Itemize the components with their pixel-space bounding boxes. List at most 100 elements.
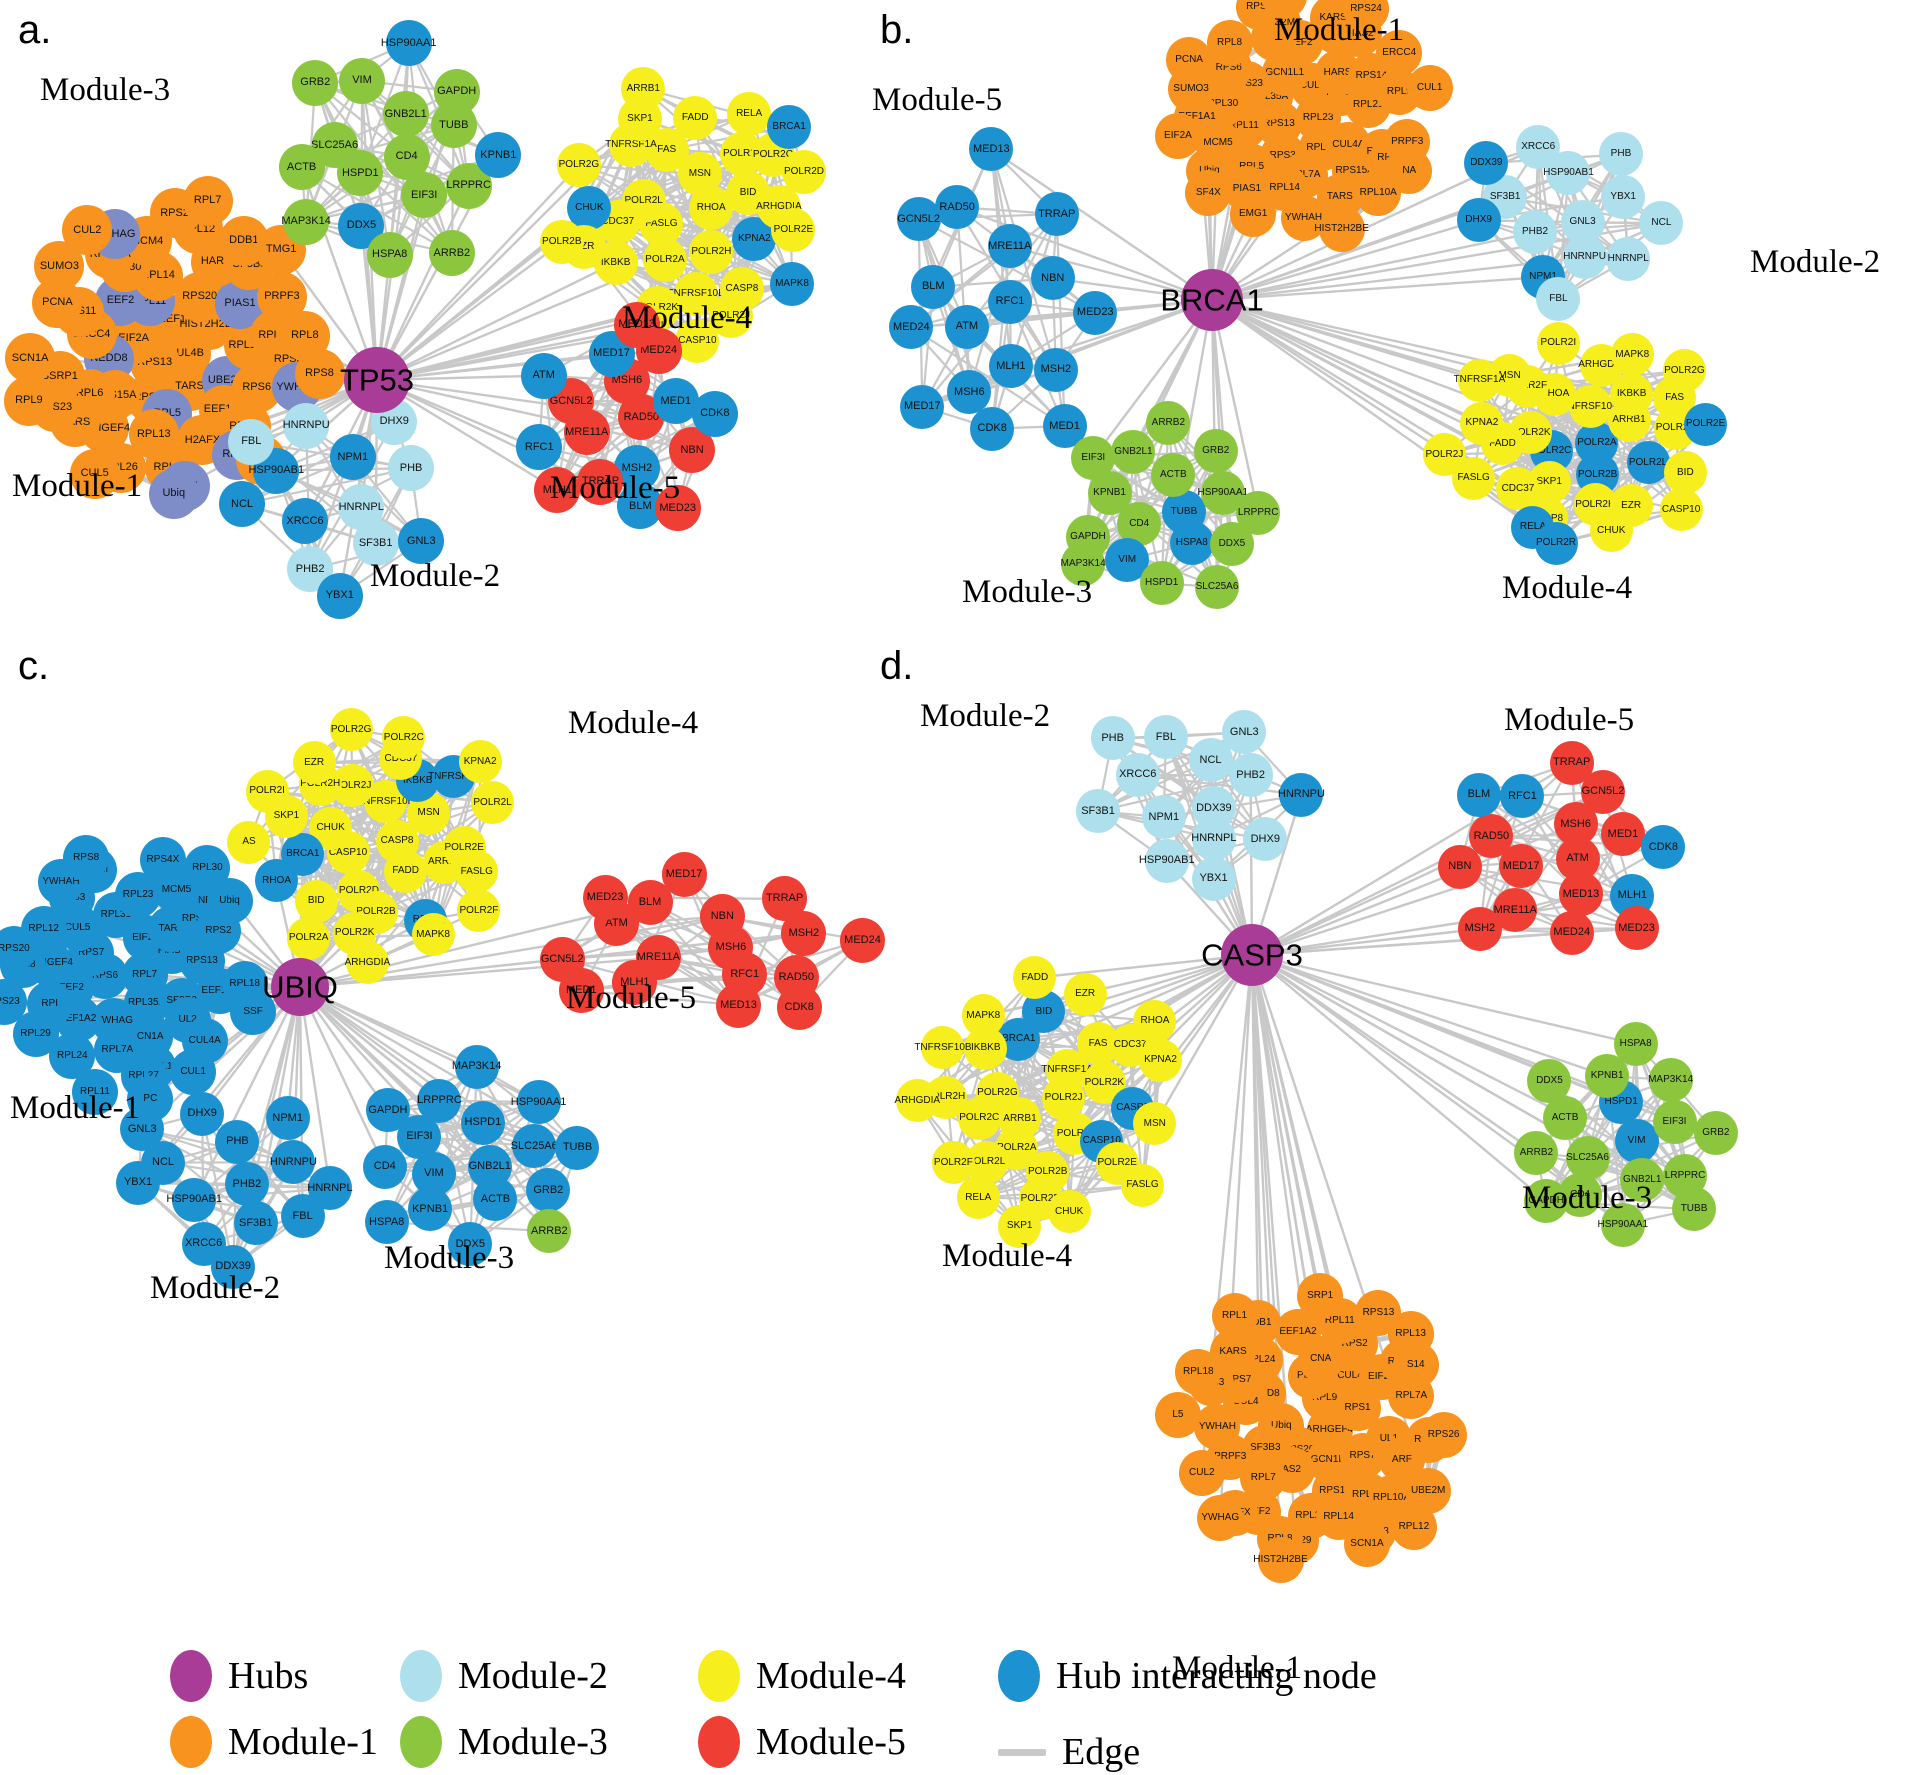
network-node[interactable]: FBL — [228, 418, 275, 465]
network-node[interactable]: RPS26 — [1420, 1412, 1467, 1459]
network-node[interactable]: YBX1 — [1191, 856, 1236, 901]
network-node[interactable]: SRP1 — [1297, 1272, 1344, 1319]
network-node[interactable]: RPL8 — [1206, 19, 1253, 66]
network-node[interactable]: MED23 — [582, 874, 628, 920]
network-node[interactable]: POLR2A — [642, 238, 687, 282]
network-node[interactable]: EIF3I — [1652, 1099, 1697, 1144]
network-node[interactable]: HNRNPU — [1278, 772, 1325, 817]
network-node[interactable]: KPNA2 — [1139, 1038, 1182, 1082]
network-node[interactable]: RAD50 — [935, 185, 980, 230]
network-node[interactable]: HSPA8 — [366, 231, 413, 278]
network-node[interactable]: PCNA — [1166, 36, 1213, 83]
network-node[interactable]: MED23 — [1073, 290, 1118, 335]
network-node[interactable]: L5 — [1154, 1392, 1201, 1439]
network-node[interactable]: AS — [227, 820, 271, 864]
network-node[interactable]: MED17 — [661, 851, 707, 897]
network-node[interactable]: BID — [294, 879, 338, 923]
network-node[interactable]: RPS4X — [139, 837, 186, 884]
network-node[interactable]: RPL13 — [1387, 1310, 1434, 1357]
network-node[interactable]: XRCC6 — [282, 498, 329, 545]
network-node[interactable]: NCL — [219, 481, 266, 528]
network-node[interactable]: TRRAP — [1549, 740, 1594, 785]
network-node[interactable]: PHB — [215, 1119, 260, 1164]
network-node[interactable]: MAPK8 — [411, 913, 455, 957]
network-node[interactable]: YBX1 — [316, 572, 363, 619]
network-node[interactable]: RELA — [727, 91, 772, 136]
network-node[interactable]: FBL — [1536, 276, 1581, 321]
network-node[interactable]: EIF2A — [1154, 112, 1201, 159]
network-node[interactable]: POLR2G — [1662, 349, 1706, 393]
network-node[interactable]: NPM1 — [265, 1096, 310, 1141]
network-node[interactable]: GCN5L2 — [896, 197, 941, 242]
network-node[interactable]: LRPPRC — [1236, 490, 1281, 535]
network-node[interactable]: YBX1 — [1601, 174, 1646, 219]
network-node[interactable]: MRE11A — [987, 224, 1032, 269]
network-node[interactable]: ARHGDIA — [345, 941, 390, 985]
network-node[interactable]: RPS8 — [294, 348, 345, 399]
network-node[interactable]: YWHAG — [1197, 1494, 1244, 1541]
network-node[interactable]: ATM — [944, 304, 989, 349]
network-node[interactable]: HNRNPL — [307, 1166, 353, 1211]
network-node[interactable]: MAPK8 — [1610, 333, 1654, 377]
network-node[interactable]: MED13 — [716, 982, 761, 1028]
network-node[interactable]: CHUK — [1589, 509, 1633, 553]
network-node[interactable]: YWHAH — [1194, 1403, 1241, 1450]
network-node[interactable]: RPL12 — [1390, 1504, 1437, 1551]
network-node[interactable]: MED24 — [1549, 910, 1594, 955]
network-node[interactable]: ARHGDIA — [894, 1079, 940, 1123]
network-node[interactable]: HIST2H2BE — [1253, 1536, 1308, 1583]
network-node[interactable]: DHX9 — [1456, 198, 1501, 243]
network-node[interactable]: PHB2 — [1228, 753, 1273, 798]
network-node[interactable]: POLR2G — [556, 143, 601, 188]
network-node[interactable]: NBN — [1030, 256, 1075, 301]
network-node[interactable]: FASLG — [1121, 1163, 1164, 1207]
network-node[interactable]: Ubiq — [148, 468, 199, 519]
network-node[interactable]: PHB2 — [224, 1162, 269, 1207]
network-node[interactable]: BLM — [911, 264, 956, 309]
network-node[interactable]: CDK8 — [970, 406, 1015, 451]
network-node[interactable]: GRB2 — [1693, 1111, 1738, 1156]
network-node[interactable]: RPL7 — [182, 175, 233, 226]
network-node[interactable]: GNB2L1 — [382, 91, 429, 138]
network-node[interactable]: HNRNPU — [283, 402, 330, 449]
network-node[interactable]: YBX1 — [116, 1160, 161, 1205]
hub-node[interactable]: CASP3 — [1201, 924, 1303, 986]
network-node[interactable]: RPL1 — [1211, 1293, 1258, 1340]
network-node[interactable]: MAP3K14 — [452, 1044, 501, 1089]
network-node[interactable]: BLM — [1456, 772, 1501, 817]
network-node[interactable]: POLR2D — [782, 150, 826, 195]
network-node[interactable]: PHB — [1090, 716, 1135, 761]
network-node[interactable]: TRRAP — [1034, 192, 1079, 237]
network-node[interactable]: HSP90AB1 — [1139, 838, 1195, 883]
network-node[interactable]: POLR2L — [1626, 441, 1670, 485]
network-node[interactable]: MAP3K14 — [1648, 1057, 1693, 1102]
network-node[interactable]: POLR2J — [1422, 433, 1466, 477]
network-node[interactable]: MED23 — [1614, 906, 1659, 951]
network-node[interactable]: MAPK8 — [770, 261, 815, 306]
network-node[interactable]: SSF — [230, 988, 277, 1035]
network-node[interactable]: GRB2 — [1193, 429, 1238, 474]
network-node[interactable]: RFC1 — [988, 279, 1033, 324]
network-node[interactable]: CD4 — [362, 1144, 407, 1189]
network-node[interactable]: TNFRSF1A — [1454, 358, 1505, 402]
network-node[interactable]: HNRNPL — [1191, 816, 1237, 861]
network-node[interactable]: MLH1 — [988, 344, 1033, 389]
network-node[interactable]: RPL30 — [184, 844, 231, 891]
network-node[interactable]: ARRB2 — [428, 230, 475, 277]
network-node[interactable]: SCN1A — [1343, 1521, 1390, 1568]
network-node[interactable]: XRCC6 — [1516, 125, 1561, 170]
network-node[interactable]: XRCC6 — [1115, 752, 1160, 797]
network-node[interactable]: TUBB — [1672, 1187, 1717, 1232]
network-node[interactable]: GRB2 — [292, 59, 339, 106]
network-node[interactable]: ARRB1 — [621, 66, 666, 111]
network-node[interactable]: RPS8 — [63, 834, 110, 881]
network-node[interactable]: EIF3I — [1071, 435, 1116, 480]
network-node[interactable]: KPNA2 — [458, 740, 502, 784]
network-node[interactable]: PHB — [388, 445, 435, 492]
network-node[interactable]: EZR — [292, 741, 336, 785]
network-node[interactable]: MSH2 — [1457, 906, 1502, 951]
network-node[interactable]: FADD — [384, 849, 428, 893]
network-node[interactable]: CUL2 — [1178, 1449, 1225, 1496]
network-node[interactable]: BRCA1 — [767, 104, 812, 149]
network-node[interactable]: LRPPRC — [417, 1078, 462, 1123]
